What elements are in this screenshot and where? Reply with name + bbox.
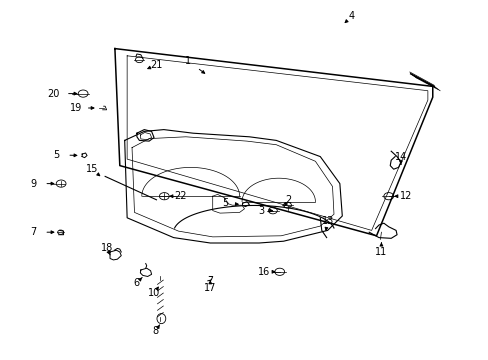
Text: 11: 11 — [374, 247, 387, 257]
Text: 3: 3 — [258, 206, 264, 216]
Text: 6: 6 — [134, 278, 140, 288]
Text: 18: 18 — [100, 243, 113, 253]
Text: 2: 2 — [285, 195, 291, 205]
Text: 15: 15 — [85, 164, 98, 174]
Text: 14: 14 — [394, 152, 407, 162]
Text: 13: 13 — [321, 216, 333, 226]
Text: 20: 20 — [47, 89, 60, 99]
Text: 7: 7 — [30, 227, 36, 237]
Text: 5: 5 — [222, 198, 227, 208]
Text: 9: 9 — [30, 179, 36, 189]
Text: 16: 16 — [257, 267, 270, 277]
Text: 10: 10 — [147, 288, 160, 298]
Text: 22: 22 — [174, 191, 187, 201]
Text: 21: 21 — [150, 60, 163, 70]
Text: 1: 1 — [185, 56, 191, 66]
Text: 17: 17 — [203, 283, 216, 293]
Text: 5: 5 — [53, 150, 59, 160]
Text: 12: 12 — [399, 191, 411, 201]
Text: 4: 4 — [348, 11, 354, 21]
Text: 8: 8 — [152, 326, 158, 336]
Text: 19: 19 — [69, 103, 82, 113]
